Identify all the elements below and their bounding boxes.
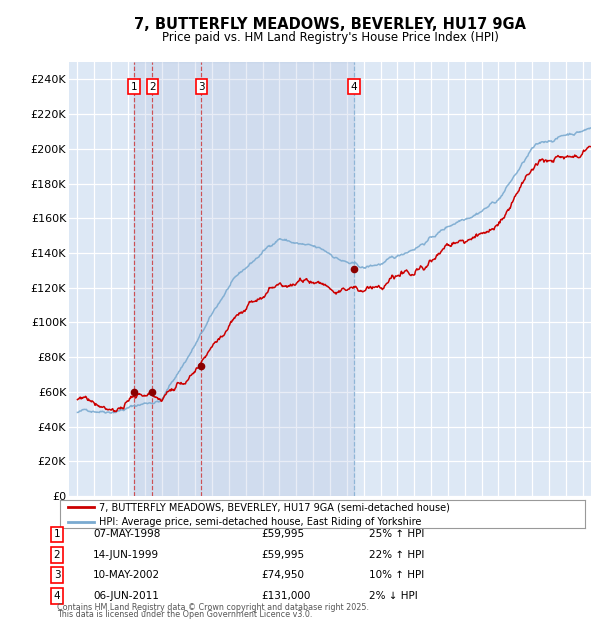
- Text: 25% ↑ HPI: 25% ↑ HPI: [369, 529, 424, 539]
- Text: 7, BUTTERFLY MEADOWS, BEVERLEY, HU17 9GA (semi-detached house): 7, BUTTERFLY MEADOWS, BEVERLEY, HU17 9GA…: [100, 502, 450, 512]
- Bar: [134, 62, 354, 496]
- Text: 3: 3: [198, 81, 205, 92]
- Text: Price paid vs. HM Land Registry's House Price Index (HPI): Price paid vs. HM Land Registry's House …: [161, 31, 499, 44]
- Text: 2% ↓ HPI: 2% ↓ HPI: [369, 591, 418, 601]
- Text: 07-MAY-1998: 07-MAY-1998: [93, 529, 160, 539]
- Text: 1: 1: [53, 529, 61, 539]
- Text: 2: 2: [53, 550, 61, 560]
- Text: £131,000: £131,000: [261, 591, 310, 601]
- Text: £59,995: £59,995: [261, 529, 304, 539]
- Text: This data is licensed under the Open Government Licence v3.0.: This data is licensed under the Open Gov…: [57, 609, 313, 619]
- Text: 06-JUN-2011: 06-JUN-2011: [93, 591, 159, 601]
- Text: 3: 3: [53, 570, 61, 580]
- Text: 7, BUTTERFLY MEADOWS, BEVERLEY, HU17 9GA: 7, BUTTERFLY MEADOWS, BEVERLEY, HU17 9GA: [134, 17, 526, 32]
- Text: 1: 1: [131, 81, 137, 92]
- Text: 14-JUN-1999: 14-JUN-1999: [93, 550, 159, 560]
- Text: Contains HM Land Registry data © Crown copyright and database right 2025.: Contains HM Land Registry data © Crown c…: [57, 603, 369, 612]
- Text: 4: 4: [53, 591, 61, 601]
- Text: 22% ↑ HPI: 22% ↑ HPI: [369, 550, 424, 560]
- Text: £59,995: £59,995: [261, 550, 304, 560]
- Text: 4: 4: [351, 81, 358, 92]
- Text: 2: 2: [149, 81, 155, 92]
- Text: HPI: Average price, semi-detached house, East Riding of Yorkshire: HPI: Average price, semi-detached house,…: [100, 517, 422, 527]
- Text: 10% ↑ HPI: 10% ↑ HPI: [369, 570, 424, 580]
- Text: £74,950: £74,950: [261, 570, 304, 580]
- Text: 10-MAY-2002: 10-MAY-2002: [93, 570, 160, 580]
